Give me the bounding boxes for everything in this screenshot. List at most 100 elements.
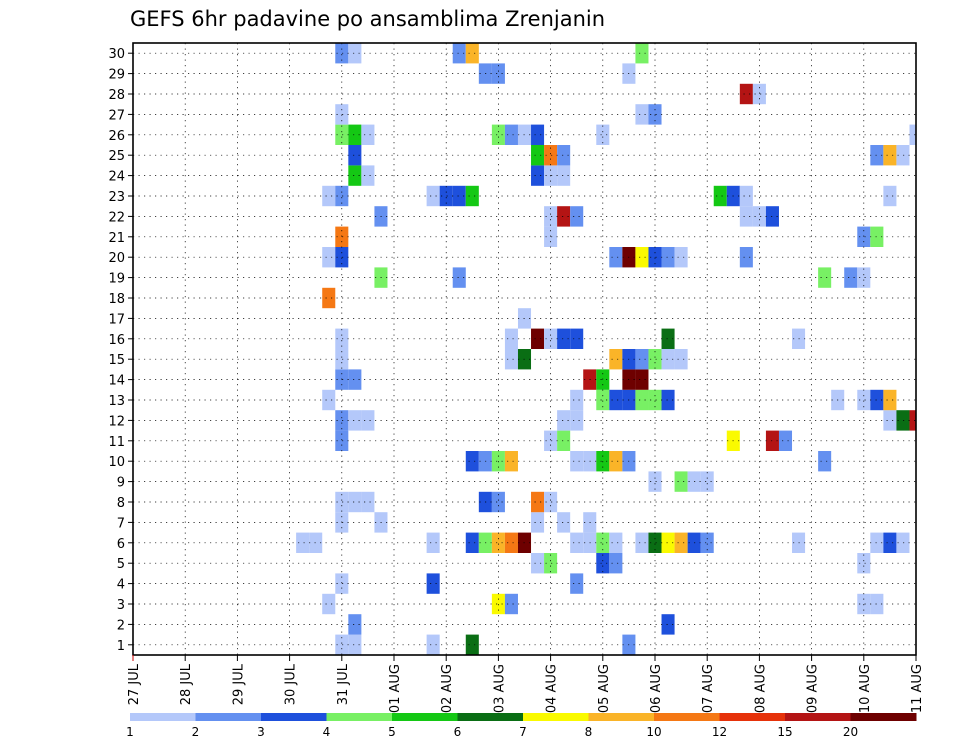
heatmap-cell: [635, 349, 649, 370]
heatmap-cell: [348, 145, 362, 166]
heatmap-cell: [557, 206, 571, 227]
y-tick-label: 9: [117, 476, 125, 491]
heatmap-cell: [609, 532, 623, 553]
heatmap-cell: [752, 83, 766, 105]
colorbar-swatch: [326, 713, 393, 721]
y-tick-label: 21: [108, 231, 125, 246]
heatmap-cell: [596, 553, 610, 574]
heatmap-cell: [674, 349, 688, 370]
heatmap-cell: [322, 593, 336, 615]
x-tick-label: 02 AUG: [440, 664, 455, 713]
colorbar-label: 15: [777, 725, 792, 739]
y-tick-label: 22: [108, 210, 125, 225]
heatmap-cells: [296, 43, 916, 655]
heatmap-cell: [648, 389, 662, 411]
heatmap-cell: [531, 512, 545, 533]
heatmap-cell: [335, 43, 349, 64]
colorbar-swatch: [785, 713, 851, 721]
heatmap-cell: [322, 247, 336, 268]
colorbar-label: 2: [192, 725, 200, 739]
heatmap-cell: [531, 165, 545, 186]
heatmap-cell: [426, 532, 440, 553]
colorbar-swatch: [719, 713, 786, 721]
heatmap-cell: [504, 451, 518, 472]
heatmap-cell: [361, 165, 375, 186]
heatmap-cell: [361, 124, 375, 145]
heatmap-cell: [335, 349, 349, 370]
heatmap-cell: [544, 145, 558, 166]
y-tick-label: 13: [108, 394, 125, 409]
heatmap-cell: [557, 512, 571, 533]
x-tick-label: 29 JUL: [231, 663, 246, 705]
heatmap-cell: [557, 430, 571, 451]
colorbar-swatch: [195, 713, 262, 721]
heatmap-cell: [870, 226, 884, 247]
y-tick-label: 10: [108, 455, 125, 470]
y-tick-label: 8: [117, 496, 125, 511]
y-tick-label: 5: [117, 557, 125, 572]
colorbar-label: 4: [323, 725, 331, 739]
heatmap-cell: [596, 389, 610, 411]
heatmap-cell: [544, 206, 558, 227]
plot-frame: [132, 42, 917, 656]
chart-title: GEFS 6hr padavine po ansamblima Zrenjani…: [130, 7, 605, 31]
x-tick-label: 01 AUG: [388, 664, 403, 713]
heatmap-cell: [504, 593, 518, 615]
y-tick-label: 28: [108, 88, 125, 103]
heatmap-cell: [426, 573, 440, 594]
x-tick-label: 30 JUL: [284, 663, 299, 705]
y-tick-label: 15: [108, 353, 125, 368]
heatmap-cell: [465, 451, 479, 472]
heatmap-cell: [883, 389, 897, 411]
heatmap-cell: [778, 430, 793, 451]
heatmap-cell: [452, 43, 466, 64]
y-tick-label: 4: [117, 578, 125, 593]
heatmap-cell: [465, 185, 479, 207]
heatmap-cell: [700, 532, 714, 553]
heatmap-cell: [335, 328, 349, 349]
heatmap-cell: [348, 410, 362, 431]
x-tick-label: 10 AUG: [858, 664, 873, 713]
heatmap-cell: [609, 349, 623, 370]
y-tick-label: 16: [108, 333, 125, 348]
heatmap-cell: [557, 410, 571, 431]
heatmap-cell: [818, 451, 832, 472]
heatmap-cell: [739, 83, 753, 105]
y-tick-label: 7: [117, 516, 125, 531]
x-tick-label: 31 JUL: [336, 663, 351, 705]
y-tick-label: 12: [108, 414, 125, 429]
heatmap-cell: [844, 267, 858, 288]
heatmap-cell: [739, 206, 753, 227]
heatmap-cell: [713, 185, 727, 207]
heatmap-cell: [570, 328, 584, 349]
heatmap-cell: [752, 206, 766, 227]
y-tick-label: 2: [117, 618, 125, 633]
heatmap-cell: [570, 206, 584, 227]
x-tick-label: 06 AUG: [649, 664, 664, 713]
colorbar-label: 7: [519, 725, 527, 739]
y-tick-label: 3: [117, 598, 125, 613]
y-tick-label: 14: [108, 374, 125, 389]
heatmap-cell: [322, 185, 336, 207]
heatmap-cell: [504, 532, 518, 553]
heatmap-cell: [335, 430, 349, 451]
heatmap-cell: [557, 328, 571, 349]
heatmap-cell: [531, 145, 545, 166]
y-tick-label: 29: [108, 68, 125, 83]
heatmap-cell: [426, 185, 440, 207]
heatmap-cell: [661, 247, 675, 268]
heatmap-cell: [609, 389, 623, 411]
heatmap-cell: [870, 145, 884, 166]
heatmap-cell: [635, 247, 649, 268]
heatmap-cell: [491, 532, 505, 553]
heatmap-cell: [491, 124, 505, 145]
heatmap-cell: [544, 430, 558, 451]
heatmap-cell: [883, 185, 897, 207]
heatmap-cell: [348, 165, 362, 186]
y-tick-label: 11: [108, 435, 125, 450]
colorbar-label: 3: [257, 725, 265, 739]
heatmap-cell: [909, 124, 916, 145]
heatmap-cell: [674, 471, 688, 492]
heatmap-cell: [609, 553, 623, 574]
